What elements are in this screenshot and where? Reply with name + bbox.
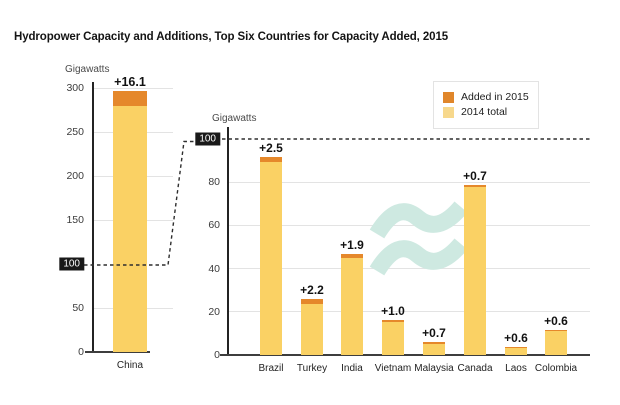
bar-value-label: +0.6 (504, 330, 528, 345)
category-label: Brazil (258, 363, 284, 374)
bar-segment-added-2015 (545, 329, 567, 332)
bar-segment-2014-total (545, 331, 567, 355)
gridline (228, 268, 590, 270)
y-tick-label: 60 (208, 219, 220, 232)
y-axis-line (227, 127, 229, 356)
bar-segment-2014-total (505, 348, 527, 355)
legend-item-added-2015: Added in 2015 (443, 91, 538, 104)
y-tick-label: 40 (208, 262, 220, 275)
highlighted-tick-100: 100 (195, 132, 220, 146)
bar-segment-added-2015 (301, 299, 323, 305)
bar-value-label: +16.1 (114, 75, 146, 90)
added-2015-swatch-icon (443, 92, 454, 104)
bar-segment-2014-total (382, 321, 404, 355)
category-label: Vietnam (374, 363, 412, 374)
bar-segment-added-2015 (382, 319, 404, 322)
bar-value-label: +1.9 (340, 237, 364, 252)
y-tick-label: 150 (66, 213, 84, 226)
y-tick-label: 50 (72, 301, 84, 314)
bar-segment-added-2015 (505, 346, 527, 349)
chart-title: Hydropower Capacity and Additions, Top S… (14, 31, 449, 43)
y-tick-label: 300 (66, 81, 84, 94)
legend-label: Added in 2015 (461, 91, 529, 103)
legend: Added in 2015 2014 total (433, 81, 539, 130)
highlighted-tick-100: 100 (59, 257, 84, 271)
category-label: Turkey (296, 363, 328, 374)
category-label: China (116, 360, 144, 371)
y-tick-label: 250 (66, 125, 84, 138)
bar-segment-added-2015 (423, 342, 445, 344)
bar-segment-added-2015 (341, 253, 363, 258)
bar-segment-2014-total (464, 186, 486, 355)
gridline (228, 224, 590, 226)
category-label: India (341, 363, 363, 374)
bar-value-label: +0.7 (422, 326, 446, 341)
bar-value-label: +2.2 (300, 283, 324, 298)
category-label: Malaysia (414, 363, 454, 374)
bar-segment-added-2015 (260, 156, 282, 163)
x-axis-line (220, 354, 590, 356)
bar-value-label: +1.0 (381, 303, 405, 318)
gridline (93, 87, 173, 89)
bar-value-label: +0.7 (463, 169, 487, 184)
y-tick-label: 200 (66, 169, 84, 182)
right-axis-unit-label: Gigawatts (212, 113, 257, 124)
y-tick-label: 80 (208, 175, 220, 188)
gridline (228, 311, 590, 313)
bar-segment-2014-total (423, 343, 445, 355)
left-axis-unit-label: Gigawatts (65, 64, 110, 75)
bar-segment-added-2015 (464, 185, 486, 187)
category-label: Laos (505, 363, 527, 374)
category-label: Colombia (534, 363, 578, 374)
2014-total-swatch-icon (443, 107, 454, 119)
bar-segment-2014-total (301, 304, 323, 355)
bar-value-label: +2.5 (259, 140, 283, 155)
legend-label: 2014 total (461, 106, 508, 119)
bar-value-label: +0.6 (544, 313, 568, 328)
bar-segment-2014-total (113, 105, 147, 352)
x-axis-line (85, 351, 150, 353)
bar-segment-2014-total (260, 162, 282, 355)
y-tick-label: 20 (208, 305, 220, 318)
category-label: Canada (457, 363, 493, 374)
y-tick-label: 0 (78, 345, 84, 358)
bar-segment-added-2015 (113, 91, 147, 106)
y-tick-label: 0 (214, 348, 220, 361)
bar-segment-2014-total (341, 258, 363, 355)
gridline (228, 181, 590, 183)
y-axis-line (92, 82, 94, 353)
legend-item-2014-total: 2014 total (443, 106, 538, 119)
